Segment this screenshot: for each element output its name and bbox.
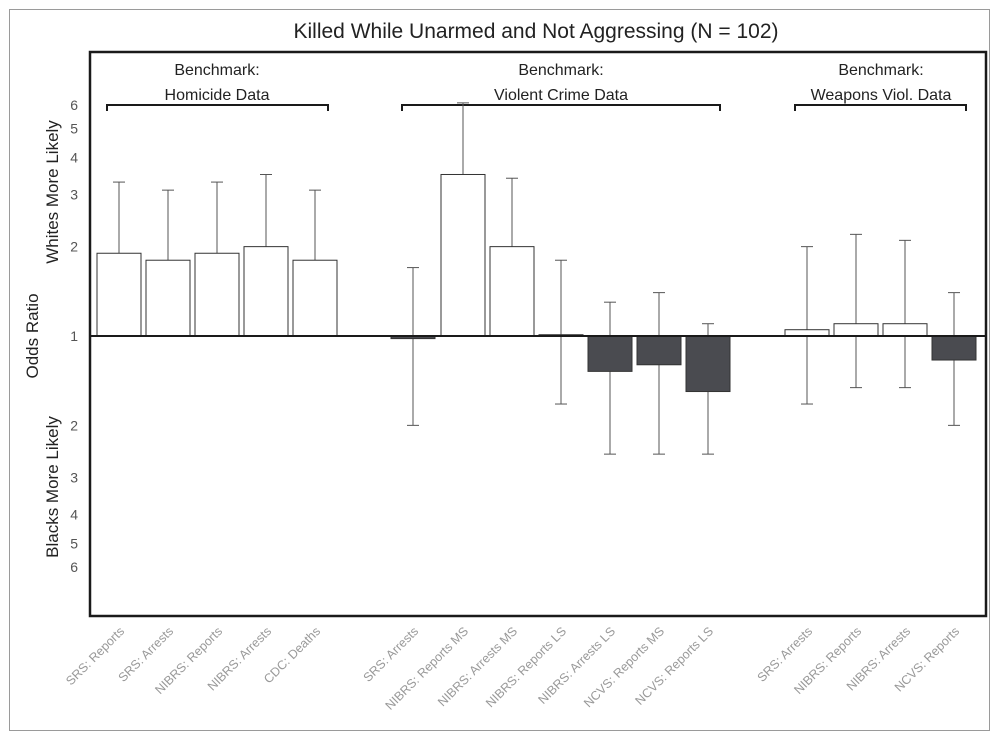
benchmark-label: Benchmark:	[838, 62, 923, 79]
bar	[587, 335, 633, 372]
y-tick-label-lower: 3	[70, 470, 78, 486]
bar	[292, 259, 338, 337]
benchmark-bracket	[794, 104, 967, 111]
y-tick-label-lower: 2	[70, 417, 78, 433]
bar	[440, 173, 486, 337]
benchmark-labels: Benchmark: Homicide Data Benchmark: Violent…	[106, 62, 967, 111]
y-tick-label-upper: 6	[70, 97, 78, 113]
x-tick-label: SRS: Reports	[63, 624, 127, 688]
y-tick-label-upper: 4	[70, 149, 78, 165]
benchmark-label: Benchmark:	[518, 62, 603, 79]
y-tick-label-lower: 6	[70, 559, 78, 575]
bar	[96, 252, 142, 337]
y-tick-label-upper: 2	[70, 239, 78, 255]
bar	[145, 259, 191, 337]
bar	[489, 246, 535, 337]
bar	[194, 252, 240, 337]
benchmark-name: Violent Crime Data	[494, 87, 628, 104]
benchmark-name: Homicide Data	[165, 87, 270, 104]
benchmark-name: Weapons Viol. Data	[811, 87, 952, 104]
y-tick-label-lower: 4	[70, 507, 78, 523]
error-bars	[113, 102, 960, 455]
chart-frame	[9, 9, 990, 731]
y-axis-ticks: 2 3 4 5 6 2 3 4 5 6 1	[70, 97, 78, 575]
bar	[833, 323, 879, 337]
bar	[636, 335, 682, 366]
plot-area	[88, 50, 988, 618]
chart-title: Killed While Unarmed and Not Aggressing …	[294, 20, 779, 43]
benchmark-bracket	[401, 104, 721, 111]
y-tick-label-upper: 3	[70, 186, 78, 202]
benchmark-label: Benchmark:	[174, 62, 259, 79]
bar	[685, 335, 731, 393]
x-tick-label: NIBRS: Reports MS	[383, 624, 471, 712]
benchmark-bracket	[106, 104, 329, 111]
bar	[931, 335, 977, 361]
bar	[882, 323, 928, 337]
bar	[243, 246, 289, 337]
y-axis-upper-label: Whites More Likely	[43, 120, 62, 264]
y-tick-label-baseline: 1	[70, 328, 78, 344]
y-axis-label: Odds Ratio	[23, 293, 42, 378]
bars	[96, 173, 977, 393]
plot-border	[88, 50, 988, 618]
y-tick-label-lower: 5	[70, 535, 78, 551]
y-axis-lower-label: Blacks More Likely	[43, 416, 62, 558]
y-tick-label-upper: 5	[70, 121, 78, 137]
